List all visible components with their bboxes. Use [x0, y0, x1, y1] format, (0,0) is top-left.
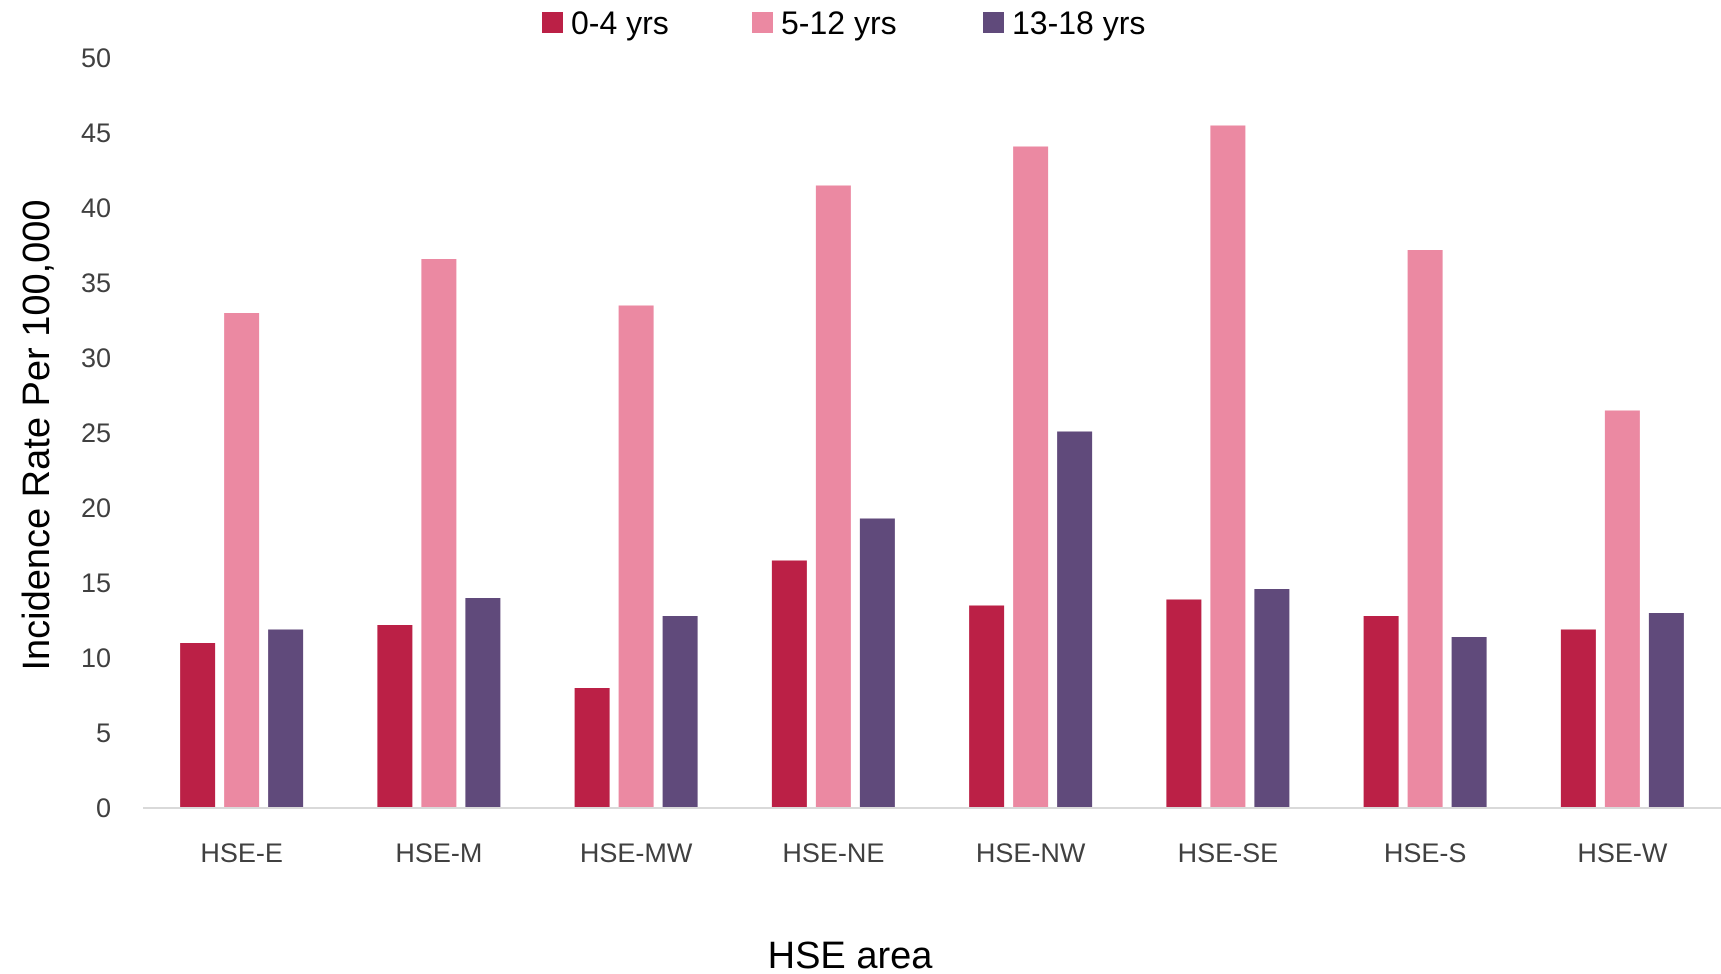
bar-hse-nw-13-18-yrs: [1057, 431, 1093, 808]
bar-hse-ne-0-4-yrs: [771, 560, 807, 808]
bar-hse-m-5-12-yrs: [421, 259, 457, 808]
y-tick-label: 25: [81, 418, 111, 448]
bar-hse-nw-0-4-yrs: [969, 605, 1005, 808]
x-axis-title: HSE area: [768, 935, 934, 974]
bar-hse-e-13-18-yrs: [268, 629, 304, 808]
x-tick-label: HSE-M: [395, 838, 482, 868]
bar-hse-w-5-12-yrs: [1604, 410, 1640, 808]
x-tick-label: HSE-NE: [782, 838, 884, 868]
bar-hse-s-5-12-yrs: [1407, 250, 1443, 808]
y-tick-label: 0: [96, 793, 111, 823]
y-axis-ticks: 0 5 10 15 20 25 30 35 40 45 50: [81, 43, 111, 823]
legend-swatch: [752, 12, 773, 33]
bar-hse-ne-5-12-yrs: [815, 185, 851, 808]
legend-label: 13-18 yrs: [1012, 5, 1145, 41]
bar-hse-m-13-18-yrs: [465, 598, 501, 808]
x-tick-label: HSE-SE: [1178, 838, 1279, 868]
bar-hse-se-5-12-yrs: [1210, 125, 1246, 808]
y-tick-label: 50: [81, 43, 111, 73]
x-tick-label: HSE-S: [1384, 838, 1467, 868]
bar-hse-mw-13-18-yrs: [662, 616, 698, 808]
y-axis-title: Incidence Rate Per 100,000: [16, 199, 58, 670]
legend: 0-4 yrs 5-12 yrs 13-18 yrs: [542, 5, 1145, 41]
x-axis-ticks: HSE-E HSE-M HSE-MW HSE-NE HSE-NW HSE-SE HSE-S H…: [200, 838, 1668, 868]
bars: [180, 125, 1684, 808]
y-tick-label: 40: [81, 193, 111, 223]
bar-hse-m-0-4-yrs: [377, 625, 413, 808]
y-tick-label: 30: [81, 343, 111, 373]
y-tick-label: 20: [81, 493, 111, 523]
x-tick-label: HSE-MW: [580, 838, 693, 868]
bar-hse-se-0-4-yrs: [1166, 599, 1202, 808]
legend-swatch: [983, 12, 1004, 33]
bar-hse-e-0-4-yrs: [180, 643, 216, 808]
bar-hse-mw-5-12-yrs: [618, 305, 654, 808]
y-tick-label: 15: [81, 568, 111, 598]
bar-hse-e-5-12-yrs: [224, 313, 260, 808]
y-tick-label: 10: [81, 643, 111, 673]
legend-label: 5-12 yrs: [781, 5, 897, 41]
y-tick-label: 35: [81, 268, 111, 298]
x-tick-label: HSE-W: [1577, 838, 1668, 868]
bar-hse-w-13-18-yrs: [1648, 613, 1684, 808]
bar-hse-s-13-18-yrs: [1451, 637, 1487, 808]
bar-hse-mw-0-4-yrs: [574, 688, 610, 808]
x-tick-label: HSE-E: [200, 838, 283, 868]
y-tick-label: 45: [81, 118, 111, 148]
bar-hse-s-0-4-yrs: [1363, 616, 1399, 808]
legend-label: 0-4 yrs: [571, 5, 669, 41]
bar-hse-ne-13-18-yrs: [859, 518, 895, 808]
y-tick-label: 5: [96, 718, 111, 748]
legend-swatch: [542, 12, 563, 33]
bar-hse-w-0-4-yrs: [1560, 629, 1596, 808]
bar-hse-nw-5-12-yrs: [1013, 146, 1049, 808]
x-tick-label: HSE-NW: [976, 838, 1086, 868]
bar-hse-se-13-18-yrs: [1254, 589, 1290, 808]
